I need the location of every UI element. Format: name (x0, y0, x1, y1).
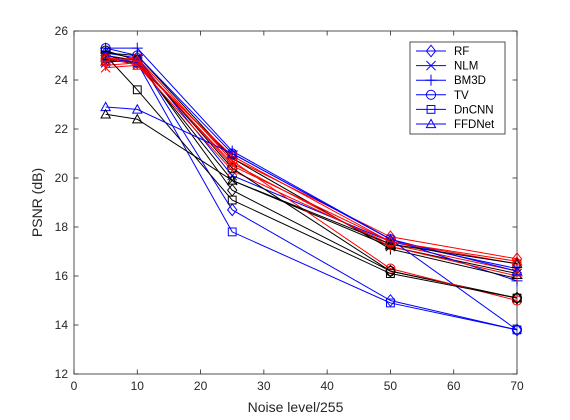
legend-label: DnCNN (454, 104, 494, 116)
series-ffdnet-blue (100, 101, 523, 276)
legend-entry-tv: TV (416, 89, 469, 102)
data-point-triangle (226, 160, 238, 170)
data-point-triangle (131, 103, 143, 114)
data-point-triangle (131, 113, 143, 124)
series-line (105, 106, 518, 272)
data-point-triangle (100, 108, 112, 119)
legend-label: FFDNet (454, 119, 495, 131)
legend-entry-nlm: NLM (416, 61, 478, 73)
data-point-triangle (384, 238, 396, 249)
x-tick-label: 10 (131, 379, 145, 393)
series-line (105, 50, 518, 299)
legend-label: RF (454, 46, 469, 58)
data-point-triangle (511, 258, 523, 268)
legend: RF NLM BM3D TV DnCNN FFDNet (409, 41, 506, 135)
data-point-triangle (226, 147, 238, 158)
x-tick-label: 40 (320, 379, 334, 393)
y-tick-label: 18 (55, 220, 69, 234)
x-tick-label: 30 (257, 379, 271, 393)
legend-entry-rf: RF (416, 44, 469, 58)
legend-marker-square (426, 104, 436, 114)
legend-marker-circle (425, 89, 437, 100)
data-point-triangle (511, 265, 523, 276)
data-point-triangle (384, 236, 396, 246)
legend-label: NLM (454, 61, 478, 73)
y-tick-label: 16 (55, 269, 69, 283)
data-point-square (386, 298, 395, 308)
data-point-square (386, 269, 395, 278)
series-line (105, 57, 518, 265)
data-point-square (512, 325, 522, 335)
legend-marker-plus (425, 74, 437, 86)
data-point-circle (100, 45, 111, 56)
x-tick-label: 20 (194, 379, 208, 393)
ticks-layer: 0 10 20 30 40 50 60 70 12 14 16 18 20 22 24 26 (55, 24, 524, 393)
series-line (105, 52, 518, 331)
data-point-triangle (131, 54, 143, 65)
series-line (105, 55, 518, 299)
legend-label: TV (454, 90, 469, 102)
series-layer (100, 42, 523, 337)
legend-entry-ffdnet: FFDNet (416, 118, 495, 131)
y-tick-label: 22 (55, 122, 69, 136)
data-point-triangle (511, 255, 523, 266)
series-line (105, 57, 518, 262)
legend-marker-x (426, 60, 436, 71)
data-point-triangle (226, 174, 238, 185)
x-tick-label: 50 (384, 379, 398, 393)
series-line (105, 113, 518, 265)
data-point-circle (511, 292, 523, 304)
x-tick-label: 0 (71, 379, 78, 393)
legend-marker-triangle (425, 118, 437, 129)
data-point-triangle (100, 52, 112, 63)
y-tick-label: 12 (55, 367, 69, 381)
legend-entry-dncnn: DnCNN (416, 104, 494, 116)
y-axis-label: PSNR (dB) (29, 168, 45, 237)
data-point-square (512, 293, 522, 303)
data-point-square (132, 85, 142, 95)
data-point-diamond (226, 203, 238, 217)
data-point-square (227, 227, 237, 237)
series-line (105, 55, 518, 331)
data-point-diamond (511, 291, 523, 305)
legend-box (409, 41, 506, 135)
series-ffdnet-red (100, 52, 523, 266)
legend-entry-bm3d: BM3D (416, 74, 486, 87)
y-tick-label: 14 (55, 318, 69, 332)
legend-marker-diamond (425, 44, 437, 58)
legend-items: RF NLM BM3D TV DnCNN FFDNet (416, 44, 495, 131)
y-tick-label: 20 (55, 171, 69, 185)
y-tick-label: 24 (55, 73, 69, 87)
x-tick-label: 60 (447, 379, 461, 393)
data-point-square (227, 195, 237, 205)
series-ffdnet-black (100, 108, 523, 268)
legend-label: BM3D (454, 75, 486, 87)
data-point-circle (511, 295, 523, 306)
x-axis-label: Noise level/255 (248, 399, 344, 415)
x-tick-label: 70 (510, 379, 524, 393)
data-point-triangle (384, 233, 396, 244)
y-tick-label: 26 (55, 24, 69, 38)
